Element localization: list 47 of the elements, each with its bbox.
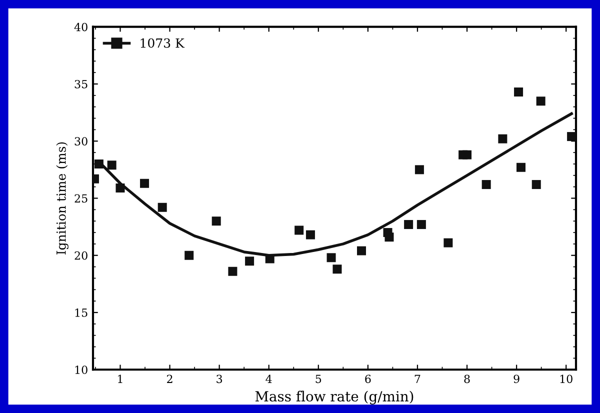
point	[116, 183, 125, 192]
point	[416, 220, 426, 230]
point	[516, 162, 526, 172]
point	[245, 256, 254, 266]
point	[212, 216, 221, 226]
x-tick-label: 2	[167, 374, 172, 383]
point	[536, 96, 546, 106]
y-tick-label: 20	[74, 251, 88, 260]
y-tick-label: 35	[74, 80, 88, 88]
point	[306, 230, 315, 240]
y-tick-label: 40	[74, 22, 88, 32]
point	[94, 159, 104, 168]
x-tick-label: 4	[266, 374, 272, 383]
x-tick-label: 1	[118, 374, 122, 383]
x-tick-label: 10	[560, 374, 572, 384]
x-axis-title: Mass flow rate (g/min)	[255, 390, 414, 404]
point	[357, 246, 366, 256]
legend-label: 1073 K	[140, 38, 185, 48]
point	[567, 132, 576, 142]
x-tick-label: 7	[414, 374, 420, 383]
point	[462, 150, 472, 160]
point	[404, 220, 414, 230]
point	[326, 253, 336, 262]
point	[332, 264, 342, 274]
x-tick-label: 3	[216, 374, 222, 384]
y-tick-label: 15	[75, 308, 88, 317]
point	[158, 202, 167, 212]
x-tick-label: 5	[316, 374, 322, 384]
point	[444, 238, 453, 248]
x-tick-label: 9	[514, 374, 520, 384]
point	[414, 165, 424, 174]
point	[107, 160, 116, 170]
point	[482, 180, 491, 190]
y-axis-title: Ignition time (ms)	[56, 142, 68, 254]
point	[498, 134, 508, 144]
point	[140, 178, 150, 188]
point	[532, 180, 541, 190]
point	[228, 266, 238, 276]
point	[384, 232, 394, 242]
point	[514, 87, 524, 96]
y-tick-label: 10	[75, 366, 88, 374]
x-tick-label: 6	[365, 374, 371, 384]
point	[294, 226, 304, 235]
y-tick-label: 25	[74, 194, 88, 203]
y-tick-label: 30	[74, 137, 88, 146]
x-tick-label: 8	[464, 374, 470, 384]
point	[184, 250, 194, 260]
